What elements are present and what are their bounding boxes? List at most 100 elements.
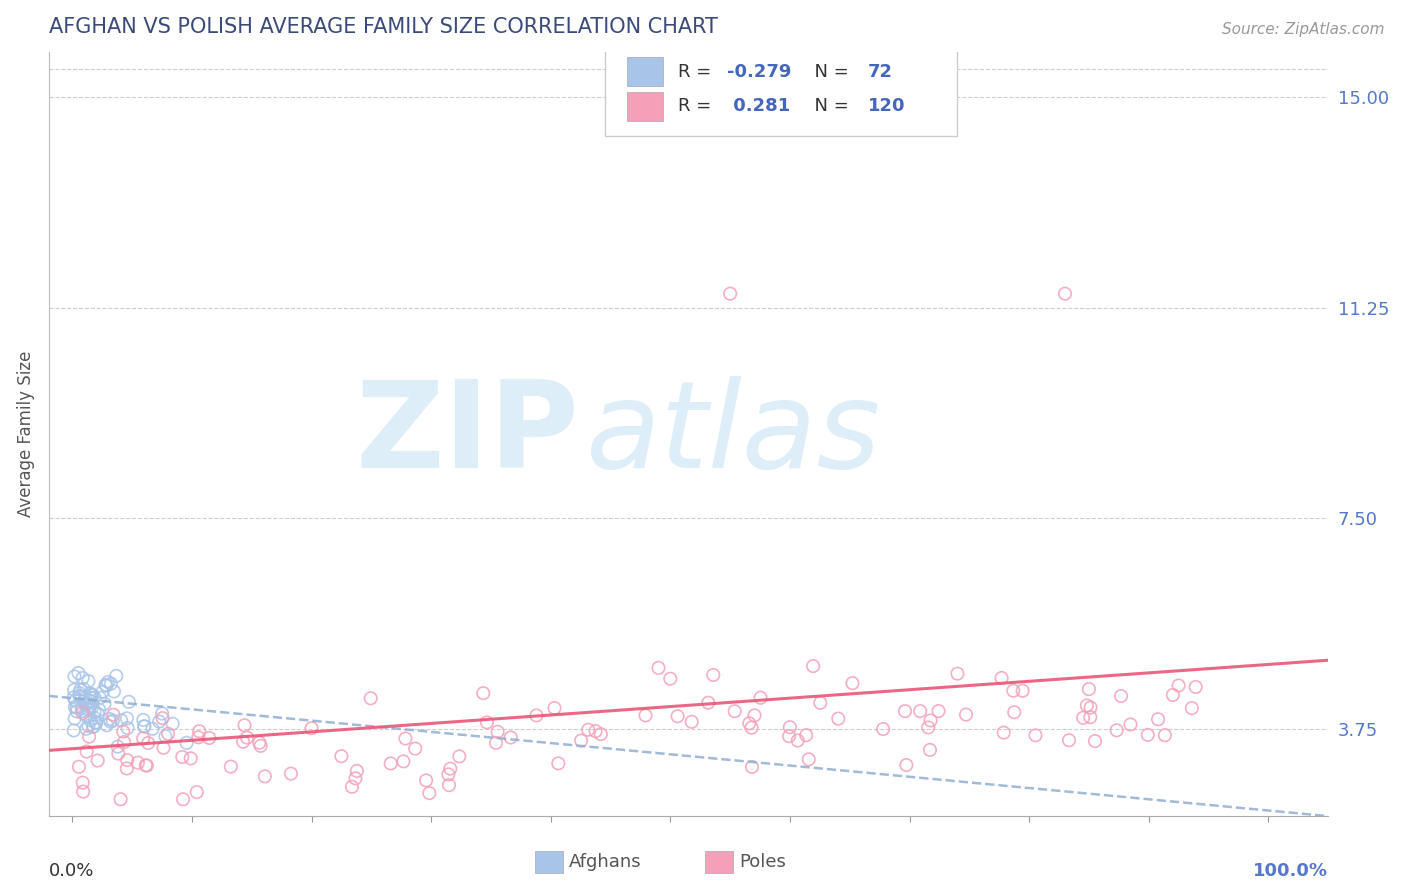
Point xyxy=(1147,712,1170,726)
Point xyxy=(380,756,402,771)
Point xyxy=(187,731,209,745)
Point xyxy=(1161,688,1184,702)
Point xyxy=(1002,683,1025,698)
Point xyxy=(681,714,703,729)
Point xyxy=(647,661,669,675)
Point xyxy=(132,713,155,727)
Point xyxy=(150,706,173,721)
Point xyxy=(233,718,256,732)
Point xyxy=(87,706,110,721)
Point xyxy=(589,727,612,741)
Point xyxy=(148,714,170,729)
Point xyxy=(247,736,270,750)
Point xyxy=(1076,698,1098,713)
Text: AFGHAN VS POLISH AVERAGE FAMILY SIZE CORRELATION CHART: AFGHAN VS POLISH AVERAGE FAMILY SIZE COR… xyxy=(49,17,717,37)
Point xyxy=(77,703,100,717)
Point xyxy=(439,762,461,776)
Point xyxy=(72,671,94,685)
Point xyxy=(1119,717,1142,731)
Point xyxy=(89,690,111,705)
Point xyxy=(69,689,91,703)
Point xyxy=(801,659,824,673)
Point xyxy=(666,709,689,723)
Point xyxy=(110,714,132,728)
Text: R =: R = xyxy=(678,63,717,81)
Point xyxy=(72,784,94,798)
Point xyxy=(75,690,97,705)
Point xyxy=(659,672,682,686)
Point xyxy=(1167,678,1189,692)
Text: 100.0%: 100.0% xyxy=(1253,862,1329,880)
Point xyxy=(1109,689,1132,703)
Point xyxy=(634,708,657,723)
Point xyxy=(576,723,599,737)
Point xyxy=(152,711,174,725)
Point xyxy=(485,736,508,750)
Point xyxy=(63,700,86,714)
Point xyxy=(84,715,107,730)
Point xyxy=(66,700,89,714)
Point xyxy=(778,729,800,743)
Point xyxy=(779,720,801,734)
Point xyxy=(894,704,917,718)
Point xyxy=(162,716,184,731)
Text: Poles: Poles xyxy=(740,853,786,871)
Point xyxy=(172,750,194,764)
Point xyxy=(1084,734,1107,748)
Point xyxy=(115,711,138,725)
Point xyxy=(1071,711,1094,725)
Point xyxy=(70,704,93,718)
Point xyxy=(1154,728,1177,742)
Point xyxy=(98,712,121,726)
Point xyxy=(585,724,607,739)
Point xyxy=(794,728,817,742)
Point xyxy=(132,731,155,746)
Point xyxy=(437,778,460,792)
Point xyxy=(141,722,163,736)
Point xyxy=(110,792,132,806)
Point xyxy=(80,690,103,705)
Point xyxy=(112,724,135,739)
Point xyxy=(75,708,97,723)
Point xyxy=(249,739,271,753)
Point xyxy=(82,720,104,734)
Point xyxy=(697,696,720,710)
Point xyxy=(176,736,198,750)
Text: 0.0%: 0.0% xyxy=(49,862,94,880)
Point xyxy=(955,707,977,722)
FancyBboxPatch shape xyxy=(704,850,733,873)
Point xyxy=(475,715,498,730)
Point xyxy=(1136,728,1159,742)
Point xyxy=(896,758,918,772)
Point xyxy=(69,690,91,704)
Point xyxy=(741,760,763,774)
Point xyxy=(437,767,460,781)
Point xyxy=(65,693,87,707)
Point xyxy=(100,676,122,690)
Point xyxy=(84,716,107,731)
Point xyxy=(77,693,100,707)
Point xyxy=(100,714,122,729)
Point xyxy=(198,731,221,745)
Point xyxy=(180,751,202,765)
Point xyxy=(72,706,94,720)
FancyBboxPatch shape xyxy=(605,48,957,136)
Point xyxy=(77,730,100,744)
Point xyxy=(103,707,125,722)
Point xyxy=(172,792,194,806)
Point xyxy=(91,685,114,699)
Point xyxy=(94,678,117,692)
Point xyxy=(547,756,569,771)
Point xyxy=(1002,705,1025,719)
Point xyxy=(1057,733,1080,747)
Point xyxy=(946,666,969,681)
Point xyxy=(103,684,125,698)
Point xyxy=(741,721,763,735)
Point xyxy=(86,754,108,768)
Point xyxy=(76,745,98,759)
Point xyxy=(415,773,437,788)
Point xyxy=(749,690,772,705)
Point xyxy=(344,772,367,786)
Point xyxy=(83,690,105,705)
Point xyxy=(827,712,849,726)
